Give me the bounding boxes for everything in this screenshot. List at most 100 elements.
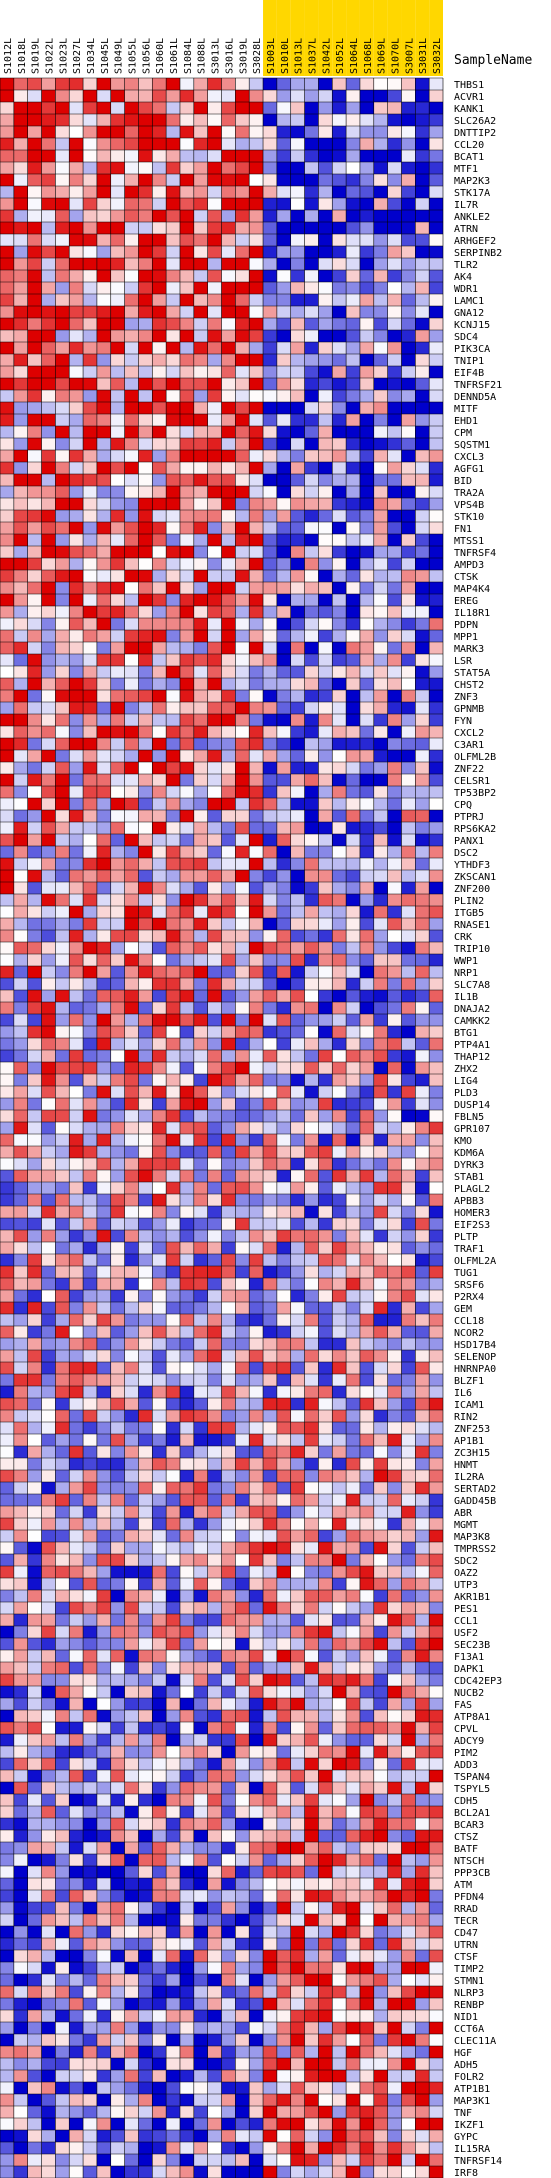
heatmap-cell [429, 1266, 443, 1278]
heatmap-cell [13, 1062, 28, 1074]
heatmap-cell [290, 330, 305, 342]
heatmap-cell [124, 1914, 139, 1926]
heatmap-cell [193, 78, 208, 90]
heatmap-cell [152, 114, 167, 126]
heatmap-cell [235, 486, 250, 498]
heatmap-cell [13, 954, 28, 966]
heatmap-cell [387, 210, 402, 222]
heatmap-cell [55, 1302, 70, 1314]
heatmap-cell [207, 378, 222, 390]
heatmap-cell [249, 1614, 264, 1626]
heatmap-cell [221, 1650, 236, 1662]
heatmap-cell [304, 582, 319, 594]
heatmap-cell [359, 882, 374, 894]
heatmap-cell [429, 1554, 443, 1566]
heatmap-cell [359, 1518, 374, 1530]
heatmap-cell [401, 222, 416, 234]
heatmap-cell [304, 1122, 319, 1134]
heatmap-cell [318, 1518, 333, 1530]
heatmap-cell [359, 1266, 374, 1278]
heatmap-cell [221, 762, 236, 774]
heatmap-cell [429, 942, 443, 954]
heatmap-cell [332, 1242, 347, 1254]
heatmap-cell [0, 594, 14, 606]
heatmap-cell [179, 642, 194, 654]
heatmap-cell [193, 1794, 208, 1806]
heatmap-cell [221, 1746, 236, 1758]
heatmap-cell [346, 618, 360, 630]
heatmap-cell [27, 1434, 42, 1446]
heatmap-cell [207, 1530, 222, 1542]
heatmap-cell [332, 1638, 347, 1650]
heatmap-cell [166, 1710, 180, 1722]
heatmap-cell [96, 1590, 111, 1602]
heatmap-cell [166, 1482, 180, 1494]
heatmap-cell [96, 378, 111, 390]
column-label: S1055L [128, 38, 139, 74]
heatmap-cell [179, 966, 194, 978]
heatmap-cell [41, 1878, 56, 1890]
heatmap-cell [96, 1638, 111, 1650]
heatmap-cell [96, 1650, 111, 1662]
heatmap-cell [332, 366, 347, 378]
heatmap-cell [96, 1818, 111, 1830]
heatmap-cell [110, 1254, 125, 1266]
heatmap-cell [346, 1278, 360, 1290]
heatmap-cell [373, 162, 388, 174]
heatmap-cell [124, 594, 139, 606]
heatmap-cell [27, 162, 42, 174]
heatmap-cell [429, 246, 443, 258]
heatmap-cell [41, 1866, 56, 1878]
heatmap-cell [69, 198, 84, 210]
heatmap-cell [290, 114, 305, 126]
heatmap-cell [373, 1842, 388, 1854]
heatmap-cell [387, 306, 402, 318]
heatmap-cell [83, 774, 97, 786]
heatmap-cell [415, 1206, 430, 1218]
heatmap-cell [83, 1494, 97, 1506]
heatmap-cell [276, 186, 291, 198]
heatmap-cell [124, 1650, 139, 1662]
heatmap-cell [429, 210, 443, 222]
heatmap-cell [0, 738, 14, 750]
heatmap-cell [166, 798, 180, 810]
heatmap-cell [207, 582, 222, 594]
heatmap-cell [276, 318, 291, 330]
heatmap-cell [318, 1326, 333, 1338]
heatmap-cell [373, 1554, 388, 1566]
heatmap-cell [387, 1914, 402, 1926]
heatmap-cell [221, 474, 236, 486]
heatmap-cell [83, 1698, 97, 1710]
heatmap-cell [318, 1302, 333, 1314]
heatmap-cell [290, 102, 305, 114]
heatmap-cell [152, 1662, 167, 1674]
heatmap-cell [110, 1434, 125, 1446]
heatmap-cell [124, 282, 139, 294]
heatmap-cell [221, 1482, 236, 1494]
heatmap-cell [221, 1794, 236, 1806]
heatmap-cell [193, 834, 208, 846]
heatmap-cell [235, 1170, 250, 1182]
heatmap-cell [207, 810, 222, 822]
heatmap-cell [69, 246, 84, 258]
heatmap-cell [207, 1278, 222, 1290]
heatmap-cell [401, 402, 416, 414]
heatmap-cell [290, 1410, 305, 1422]
heatmap-cell [359, 486, 374, 498]
heatmap-cell [179, 1086, 194, 1098]
heatmap-cell [429, 798, 443, 810]
heatmap-cell [96, 306, 111, 318]
heatmap-cell [138, 210, 153, 222]
heatmap-cell [401, 978, 416, 990]
heatmap-cell [193, 894, 208, 906]
heatmap-cell [276, 474, 291, 486]
heatmap-cell [263, 786, 277, 798]
heatmap-cell [318, 930, 333, 942]
heatmap-cell [332, 1506, 347, 1518]
heatmap-cell [41, 402, 56, 414]
heatmap-cell [401, 666, 416, 678]
heatmap-cell [263, 1602, 277, 1614]
heatmap-cell [346, 1806, 360, 1818]
heatmap-cell [138, 750, 153, 762]
heatmap-cell [429, 954, 443, 966]
